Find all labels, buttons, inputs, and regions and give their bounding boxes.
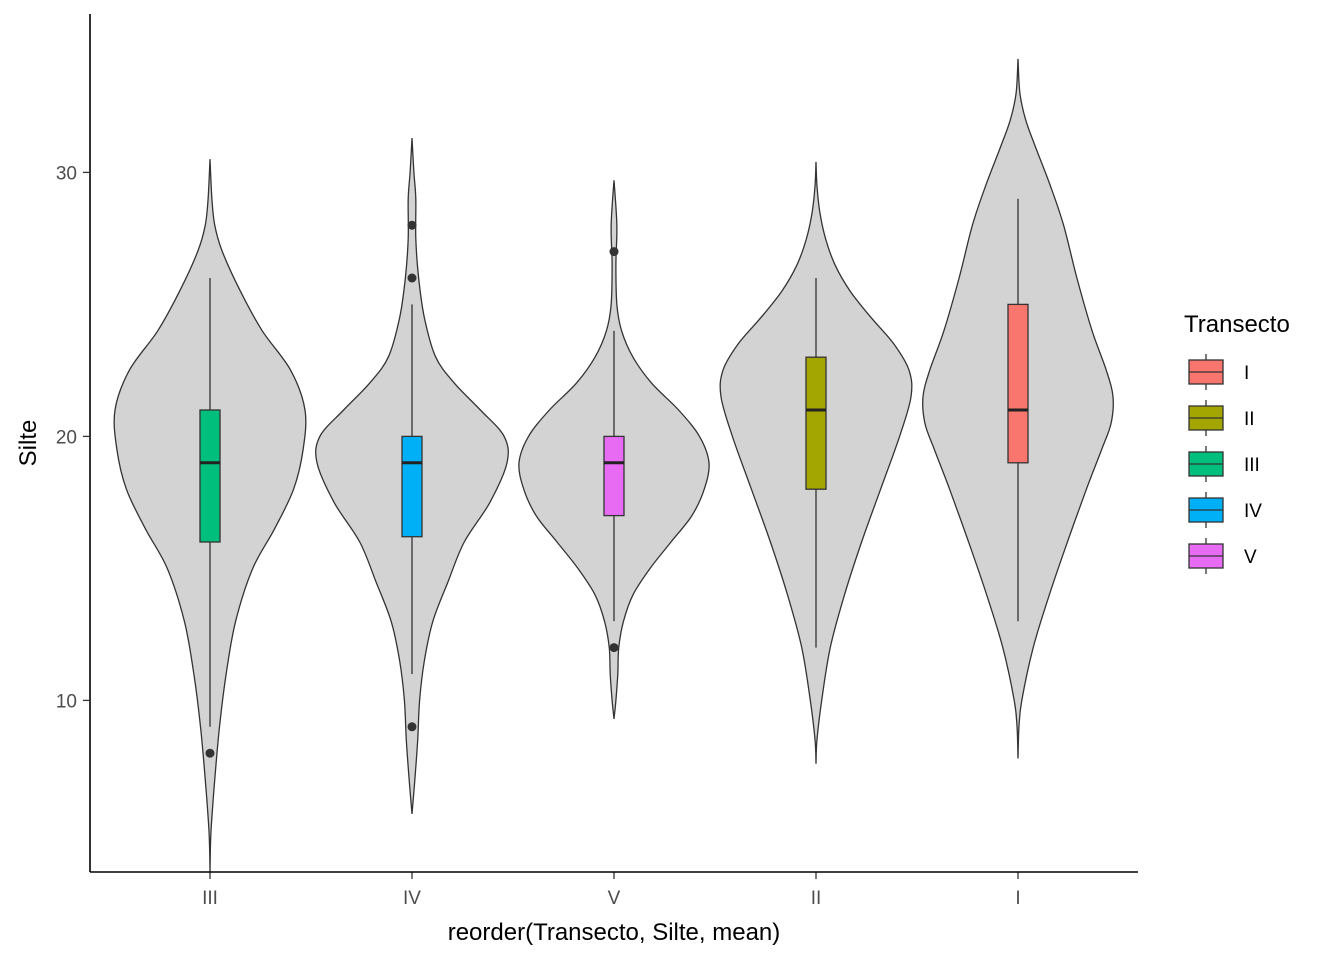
box-II (805, 356, 827, 490)
y-tick-label-10: 10 (56, 691, 77, 712)
boxes-layer (199, 198, 1029, 758)
y-tick-label-20: 20 (56, 427, 77, 448)
box-V (603, 435, 625, 517)
y-tick-label-30: 30 (56, 163, 77, 184)
box-IV (401, 435, 423, 538)
x-axis-title: reorder(Transecto, Silte, mean) (448, 919, 781, 946)
x-tick-label-III: III (202, 888, 218, 909)
outlier-IV-1 (407, 273, 417, 283)
box-III (199, 409, 221, 543)
x-tick-label-V: V (608, 888, 621, 909)
box-I (1007, 303, 1029, 464)
x-tick-label-IV: IV (403, 888, 421, 909)
outlier-V-1 (609, 247, 619, 257)
outlier-IV-0 (407, 722, 417, 732)
x-tick-label-I: I (1015, 888, 1020, 909)
legend-label-V: V (1244, 547, 1257, 568)
x-tick-label-II: II (811, 888, 822, 909)
legend-label-III: III (1244, 455, 1260, 476)
outlier-V-0 (609, 643, 619, 653)
y-axis-title: Silte (15, 420, 42, 467)
legend-label-I: I (1244, 363, 1249, 384)
outlier-III-0 (205, 748, 215, 758)
legend-title: Transecto (1184, 311, 1290, 338)
outlier-IV-2 (407, 220, 417, 230)
legend-label-IV: IV (1244, 501, 1262, 522)
legend-label-II: II (1244, 409, 1255, 430)
